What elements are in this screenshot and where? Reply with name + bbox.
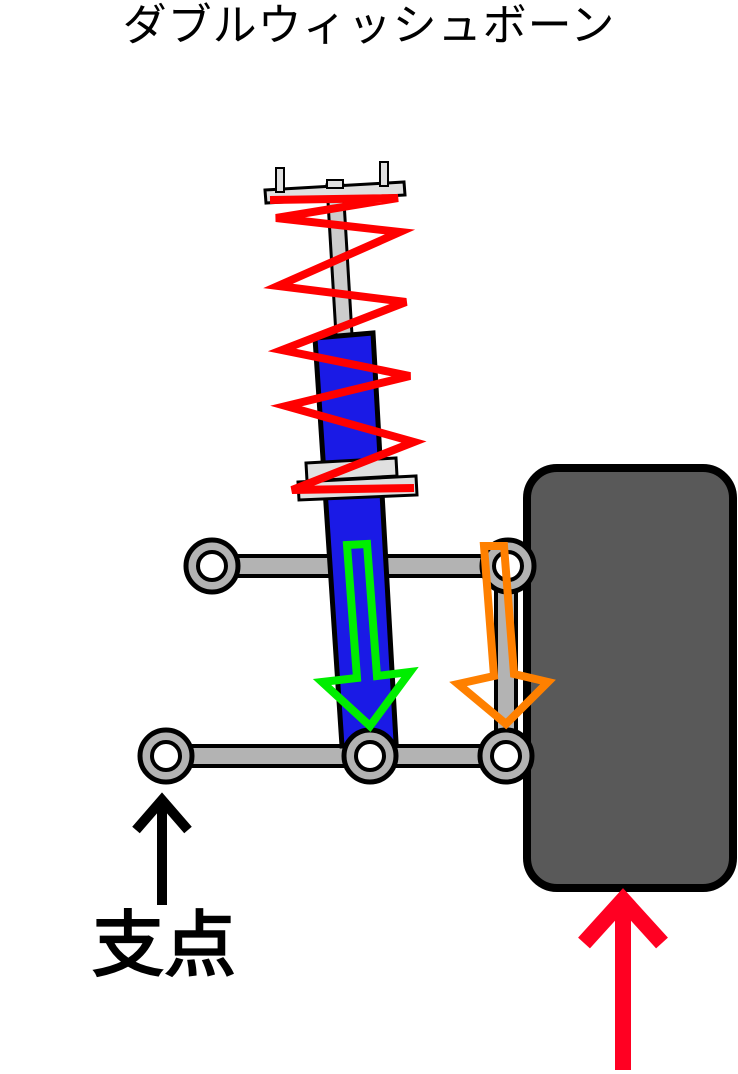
mount-bolt-right: [379, 161, 389, 187]
lower-arm: [164, 744, 510, 768]
pivot-lower-outer: [477, 727, 535, 785]
diagram-title: ダブルウィッシュボーン: [122, 0, 616, 51]
road-force-arrow: [578, 888, 668, 1070]
mount-cap: [326, 179, 344, 189]
mount-bolt-left: [275, 167, 285, 193]
tire: [523, 464, 737, 892]
pivot-lower-damper: [341, 727, 399, 785]
pivot-lower-inner: [137, 727, 195, 785]
orange-force-arrow: [449, 542, 556, 730]
green-force-arrow: [312, 539, 419, 732]
fulcrum-label: 支点: [92, 903, 237, 987]
fulcrum-arrow: [132, 792, 192, 905]
coil-spring: [263, 194, 427, 494]
pivot-upper-inner: [183, 537, 241, 595]
